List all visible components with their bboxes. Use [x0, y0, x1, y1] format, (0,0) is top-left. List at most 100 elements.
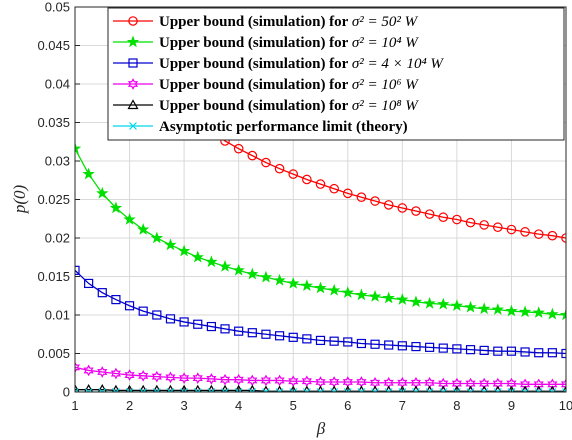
series-1-point [438, 212, 449, 223]
series-4-point [192, 372, 203, 384]
x-tick-label: 3 [180, 398, 187, 413]
series-4-point [83, 364, 94, 377]
series-4-point [179, 372, 190, 384]
series-3-point [384, 340, 394, 350]
legend-swatch-marker [128, 58, 138, 68]
x-tick-label: 8 [453, 398, 460, 413]
series-4-line [75, 366, 566, 385]
series-3-point [465, 345, 476, 355]
series-6-point [75, 388, 79, 392]
series-2-point [96, 186, 109, 199]
series-6-point [111, 388, 120, 392]
series-1-point [302, 174, 312, 185]
series-6-point [439, 388, 448, 392]
series-3-point [561, 348, 566, 359]
series-3-point [493, 346, 503, 356]
series-3-point [302, 334, 312, 344]
series-4-point [138, 369, 149, 382]
series-5-point [494, 385, 502, 392]
x-axis-label: β [316, 419, 326, 438]
series-5-point [385, 385, 393, 392]
series-6-point [412, 388, 420, 392]
series-3-point [411, 341, 421, 352]
series-3-point [152, 310, 162, 320]
series-3-point [425, 342, 435, 352]
series-5-point [453, 385, 461, 392]
series-5-point [357, 385, 366, 392]
series-4-point [492, 377, 503, 390]
series-6-point [221, 388, 229, 392]
series-5-point [425, 385, 434, 392]
y-tick-label: 0 [63, 385, 70, 400]
series-6-point [534, 388, 543, 392]
y-tick-label: 0.01 [45, 308, 70, 323]
series-4-point [274, 374, 285, 387]
series-2-point [164, 238, 177, 251]
series-6-point [343, 388, 352, 392]
series-2-point [505, 304, 518, 317]
series-2-point [75, 142, 82, 154]
legend-label-text: Upper bound (simulation) for [159, 77, 352, 93]
series-2-point [287, 276, 300, 289]
series-1-point [233, 143, 244, 154]
legend-label-math: σ² = 10⁴ W [352, 35, 419, 51]
legend-swatch-marker [126, 35, 140, 48]
series-1-point [356, 192, 367, 202]
series-4-point [124, 369, 135, 381]
series-5-point [480, 385, 488, 392]
series-1-point [288, 169, 299, 179]
series-6-point [371, 388, 379, 392]
legend-swatch-marker [128, 16, 138, 26]
series-6-point [480, 388, 489, 392]
legend-label: Upper bound (simulation) for σ² = 4 × 10… [159, 56, 444, 72]
series-2-point [150, 231, 163, 244]
series-1-point [479, 220, 489, 230]
series-2-point [82, 167, 95, 180]
series-6-point [384, 388, 393, 392]
series-6-point [234, 388, 243, 392]
series-5-point [398, 385, 406, 392]
legend-label: Upper bound (simulation) for σ² = 50² W [159, 14, 419, 30]
series-2 [75, 142, 566, 321]
x-tick-label: 4 [235, 398, 242, 413]
legend-label-text: Asymptotic performance limit (theory) [159, 119, 408, 135]
legend-item: Asymptotic performance limit (theory) [113, 119, 408, 135]
series-5-point [330, 385, 338, 392]
y-tick-label: 0.005 [37, 346, 70, 361]
series-2-point [314, 281, 327, 294]
series-6-point [262, 388, 270, 392]
series-5-point [412, 385, 420, 392]
series-6-point [248, 388, 257, 392]
series-3-point [520, 347, 530, 357]
series-4-point [533, 378, 544, 391]
series-3-point [124, 301, 135, 311]
series-6-point [302, 388, 311, 392]
series-2-point [518, 305, 532, 318]
legend-label-text: Upper bound (simulation) for [159, 56, 352, 72]
series-3-point [547, 348, 557, 358]
legend-item: Upper bound (simulation) for σ² = 10⁸ W [113, 98, 419, 114]
series-6-point [125, 388, 134, 392]
series-4-point [233, 373, 244, 386]
series-6-point [84, 388, 93, 392]
series-2-point [491, 303, 504, 315]
series-2-point [341, 286, 354, 298]
legend-item: Upper bound (simulation) for σ² = 50² W [113, 14, 419, 30]
series-3-point [138, 306, 148, 316]
series-2-point [300, 279, 314, 291]
series-3-point [315, 335, 326, 346]
y-tick-label: 0.015 [37, 269, 70, 284]
series-3-point [247, 328, 257, 338]
series-4-point [465, 377, 476, 390]
series-2-point [546, 307, 559, 320]
x-tick-label: 5 [290, 398, 297, 413]
legend-item: Upper bound (simulation) for σ² = 10⁶ W [113, 77, 419, 93]
series-5-point [371, 385, 379, 392]
series-1-point [465, 217, 476, 228]
series-5-point [275, 385, 284, 392]
series-6 [75, 388, 566, 392]
series-3 [75, 265, 566, 359]
series-6-point [152, 388, 161, 392]
legend-label: Asymptotic performance limit (theory) [159, 119, 408, 135]
series-5-point [303, 385, 311, 392]
